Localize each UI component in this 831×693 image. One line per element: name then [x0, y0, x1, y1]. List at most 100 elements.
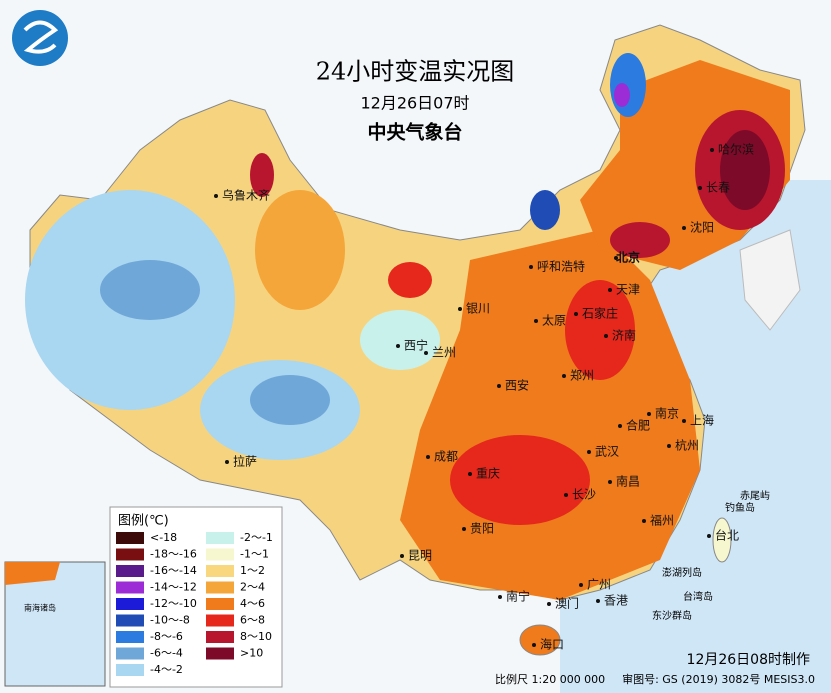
city-label: 济南	[612, 328, 636, 343]
korea	[739, 229, 801, 331]
city-label: 南昌	[616, 474, 640, 489]
cold-area	[100, 260, 200, 320]
hot-area	[720, 130, 770, 210]
made-time: 12月26日08时制作	[687, 652, 810, 668]
cold-area	[610, 53, 646, 117]
logo-mark	[23, 20, 59, 54]
city-dot	[498, 595, 502, 599]
island-label: 澎湖列岛	[662, 566, 702, 579]
city-label: 天津	[616, 283, 640, 297]
legend-swatch	[116, 581, 144, 594]
city-label: 海口	[540, 637, 564, 652]
city-dot	[497, 384, 501, 388]
island-label: 钓鱼岛	[725, 501, 755, 514]
legend-label: >10	[240, 647, 263, 660]
legend-label: 1～2	[240, 564, 265, 577]
city-label: 乌鲁木齐	[222, 188, 270, 203]
cool-area	[360, 310, 440, 370]
scale: 比例尺 1:20 000 000	[495, 672, 605, 686]
legend-swatch	[116, 614, 144, 627]
legend-label: -12～-10	[150, 597, 197, 610]
legend-swatch	[116, 598, 144, 610]
city-label: 拉萨	[233, 454, 257, 469]
city-label: 福州	[650, 513, 674, 528]
inset-land	[5, 562, 60, 585]
legend-swatch	[206, 581, 234, 594]
hot-area	[610, 222, 670, 258]
city-dot	[682, 226, 686, 230]
city-dot	[564, 493, 568, 497]
city-dot	[225, 460, 229, 464]
city-dot	[579, 583, 583, 587]
city-dot	[534, 319, 538, 323]
city-dot	[618, 424, 622, 428]
logo	[12, 10, 68, 66]
city-label: 呼和浩特	[537, 259, 585, 274]
city-dot	[604, 334, 608, 338]
city-dot	[426, 455, 430, 459]
city-dot	[608, 480, 612, 484]
hot-area	[565, 280, 635, 380]
city-label: 武汉	[595, 445, 619, 459]
cold-area	[614, 83, 630, 107]
city-dot	[647, 412, 651, 416]
city-label: 西安	[505, 378, 529, 393]
city-label: 兰州	[432, 346, 456, 360]
city-label: 重庆	[476, 467, 500, 481]
legend-label: -4～-2	[150, 663, 183, 676]
taiwan	[712, 517, 732, 563]
legend-label: -8～-6	[150, 630, 183, 643]
city-label: 贵阳	[470, 522, 494, 536]
city-dot	[562, 374, 566, 378]
legend-swatch	[116, 631, 144, 643]
city-dot	[667, 444, 671, 448]
subtitle: 12月26日07时	[360, 94, 469, 113]
hot-area	[450, 435, 590, 525]
legend-label: 8～10	[240, 630, 272, 643]
city-label: 西宁	[404, 338, 428, 353]
legend-title: 图例(℃)	[118, 514, 169, 529]
legend-swatch	[116, 565, 144, 577]
city-label: 郑州	[570, 368, 594, 383]
city-dot	[587, 450, 591, 454]
city-label: 北京	[616, 250, 640, 265]
city-label: 香港	[604, 594, 628, 608]
city-dot	[608, 288, 612, 292]
approval: 审图号: GS (2019) 3082号 MESIS3.0	[622, 672, 815, 686]
city-dot	[707, 534, 711, 538]
legend-label: 4～6	[240, 597, 265, 610]
city-dot	[214, 194, 218, 198]
city-dot	[529, 265, 533, 269]
legend-swatch	[206, 565, 234, 577]
city-dot	[698, 186, 702, 190]
cold-area	[250, 375, 330, 425]
city-dot	[462, 527, 466, 531]
city-label: 太原	[542, 313, 566, 328]
city-label: 南宁	[506, 589, 530, 604]
legend-swatch	[116, 664, 144, 676]
city-label: 台北	[715, 528, 739, 543]
legend-swatch	[206, 598, 234, 610]
legend-label: -16～-14	[150, 564, 197, 577]
city-dot	[458, 307, 462, 311]
city-label: 合肥	[626, 418, 650, 433]
legend-label: 6～8	[240, 614, 265, 627]
city-dot	[614, 256, 618, 260]
legend-swatch	[116, 532, 144, 544]
city-dot	[710, 148, 714, 152]
organization: 中央气象台	[367, 121, 462, 144]
legend-label: -18～-16	[150, 548, 197, 561]
city-label: 长沙	[572, 488, 596, 502]
hainan	[519, 624, 561, 656]
legend-label: <-18	[150, 531, 177, 544]
city-dot	[596, 599, 600, 603]
legend-swatch	[116, 548, 144, 561]
legend: 图例(℃) <-18 -18～-16 -16～-14 -14～-12 -12～-10 -1…	[109, 506, 283, 688]
legend-label: -2～-1	[240, 531, 273, 544]
island-label: 赤尾屿	[740, 490, 770, 502]
city-label: 南京	[655, 406, 679, 421]
legend-label: -1～1	[240, 548, 269, 561]
title: 24小时变温实况图	[316, 58, 515, 86]
legend-label: -14～-12	[150, 581, 197, 594]
